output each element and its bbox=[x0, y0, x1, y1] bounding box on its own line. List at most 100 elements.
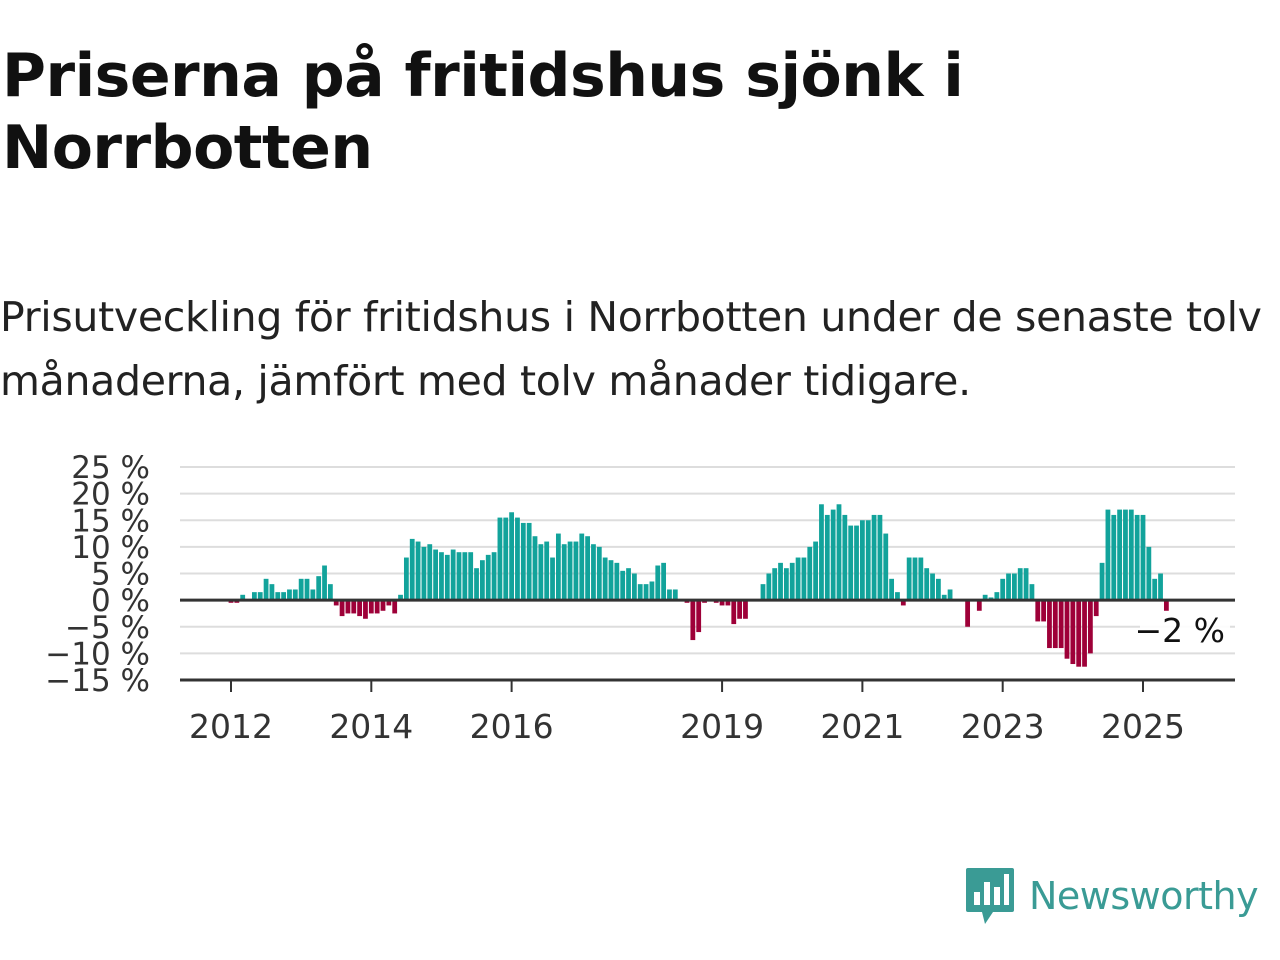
bar bbox=[772, 568, 778, 601]
bar bbox=[883, 533, 889, 601]
bar bbox=[421, 546, 427, 601]
bar bbox=[1128, 509, 1134, 601]
bar bbox=[456, 552, 462, 601]
bar bbox=[374, 600, 380, 614]
bar bbox=[240, 594, 246, 601]
bar bbox=[251, 592, 257, 601]
bar bbox=[906, 557, 912, 601]
bar bbox=[848, 525, 854, 601]
bar bbox=[1111, 514, 1117, 601]
bar bbox=[561, 544, 567, 601]
bar bbox=[982, 594, 988, 601]
bar bbox=[1006, 573, 1011, 601]
bar bbox=[403, 557, 409, 601]
bar bbox=[392, 600, 398, 614]
x-tick-label: 2019 bbox=[680, 707, 764, 746]
price-change-bar-chart: 25 %20 %15 %10 %5 %0 %−5 %−10 %−15 % 201… bbox=[45, 450, 1235, 746]
bar bbox=[930, 573, 935, 601]
bar bbox=[1158, 573, 1163, 601]
bar bbox=[1140, 514, 1146, 601]
bar bbox=[573, 541, 579, 601]
bar bbox=[795, 557, 801, 601]
newsworthy-logo: Newsworthy bbox=[965, 866, 1259, 926]
bar bbox=[731, 600, 737, 625]
bar bbox=[398, 594, 403, 601]
bar bbox=[1041, 600, 1047, 622]
bar bbox=[415, 541, 421, 601]
bar bbox=[941, 594, 947, 601]
bar bbox=[643, 584, 649, 601]
bar bbox=[830, 509, 836, 601]
bar bbox=[877, 514, 883, 601]
bar bbox=[339, 600, 345, 617]
y-tick-label: 5 % bbox=[91, 557, 150, 593]
bar bbox=[614, 562, 620, 601]
bar bbox=[468, 552, 474, 601]
bar bbox=[287, 589, 292, 601]
bar bbox=[783, 568, 789, 601]
bar bbox=[626, 568, 631, 601]
x-tick-label: 2016 bbox=[470, 707, 554, 746]
bar bbox=[357, 600, 363, 617]
bar bbox=[895, 592, 900, 601]
x-tick-label: 2021 bbox=[820, 707, 904, 746]
bar bbox=[801, 557, 807, 601]
bar bbox=[637, 584, 643, 601]
bar bbox=[298, 578, 304, 601]
bar bbox=[778, 562, 783, 601]
bar bbox=[439, 552, 444, 601]
bar bbox=[520, 522, 526, 601]
bar bbox=[310, 589, 316, 601]
bar bbox=[1052, 600, 1058, 649]
bar bbox=[889, 578, 895, 601]
bar bbox=[322, 565, 327, 601]
bar bbox=[912, 557, 918, 601]
bar bbox=[965, 600, 971, 627]
bar bbox=[649, 581, 655, 601]
bar bbox=[1093, 600, 1099, 617]
chart-title: Priserna på fritidshus sjönk i Norrbotte… bbox=[2, 41, 964, 183]
bar bbox=[935, 578, 941, 601]
bar bbox=[351, 600, 357, 614]
bar bbox=[1058, 600, 1064, 649]
y-tick-label: 0 % bbox=[91, 583, 150, 619]
bar bbox=[836, 504, 842, 601]
bar bbox=[608, 560, 614, 601]
y-tick-label: 25 % bbox=[71, 450, 150, 486]
bar bbox=[813, 541, 819, 601]
chart-subtitle: Prisutveckling för fritidshus i Norrbott… bbox=[0, 293, 1262, 405]
latest-value-label: −2 % bbox=[1135, 611, 1226, 650]
bar bbox=[690, 600, 696, 641]
bar bbox=[854, 525, 859, 601]
bar bbox=[281, 592, 287, 601]
bar bbox=[257, 592, 263, 601]
bar bbox=[655, 565, 661, 601]
bar bbox=[263, 578, 269, 601]
bar bbox=[725, 600, 731, 606]
bar bbox=[1082, 600, 1087, 667]
bar bbox=[766, 573, 772, 601]
bar bbox=[409, 538, 415, 601]
bar bbox=[1000, 578, 1006, 601]
bar bbox=[737, 600, 743, 619]
bar bbox=[918, 557, 924, 601]
bar bbox=[1064, 600, 1070, 659]
bar bbox=[620, 570, 626, 601]
bar bbox=[1152, 578, 1158, 601]
x-tick-label: 2012 bbox=[189, 707, 273, 746]
bar bbox=[497, 517, 503, 601]
bar bbox=[1117, 509, 1123, 601]
bar bbox=[596, 546, 602, 601]
bar bbox=[1076, 600, 1082, 667]
bar bbox=[491, 552, 497, 601]
bar bbox=[661, 562, 667, 601]
bar bbox=[719, 600, 725, 606]
bar bbox=[947, 589, 953, 601]
bar bbox=[538, 544, 544, 601]
x-tick-label: 2023 bbox=[961, 707, 1045, 746]
y-tick-label: −10 % bbox=[45, 636, 150, 672]
bar bbox=[1087, 600, 1093, 654]
bar bbox=[1047, 600, 1052, 649]
bar bbox=[433, 549, 439, 601]
bars bbox=[228, 504, 1169, 667]
